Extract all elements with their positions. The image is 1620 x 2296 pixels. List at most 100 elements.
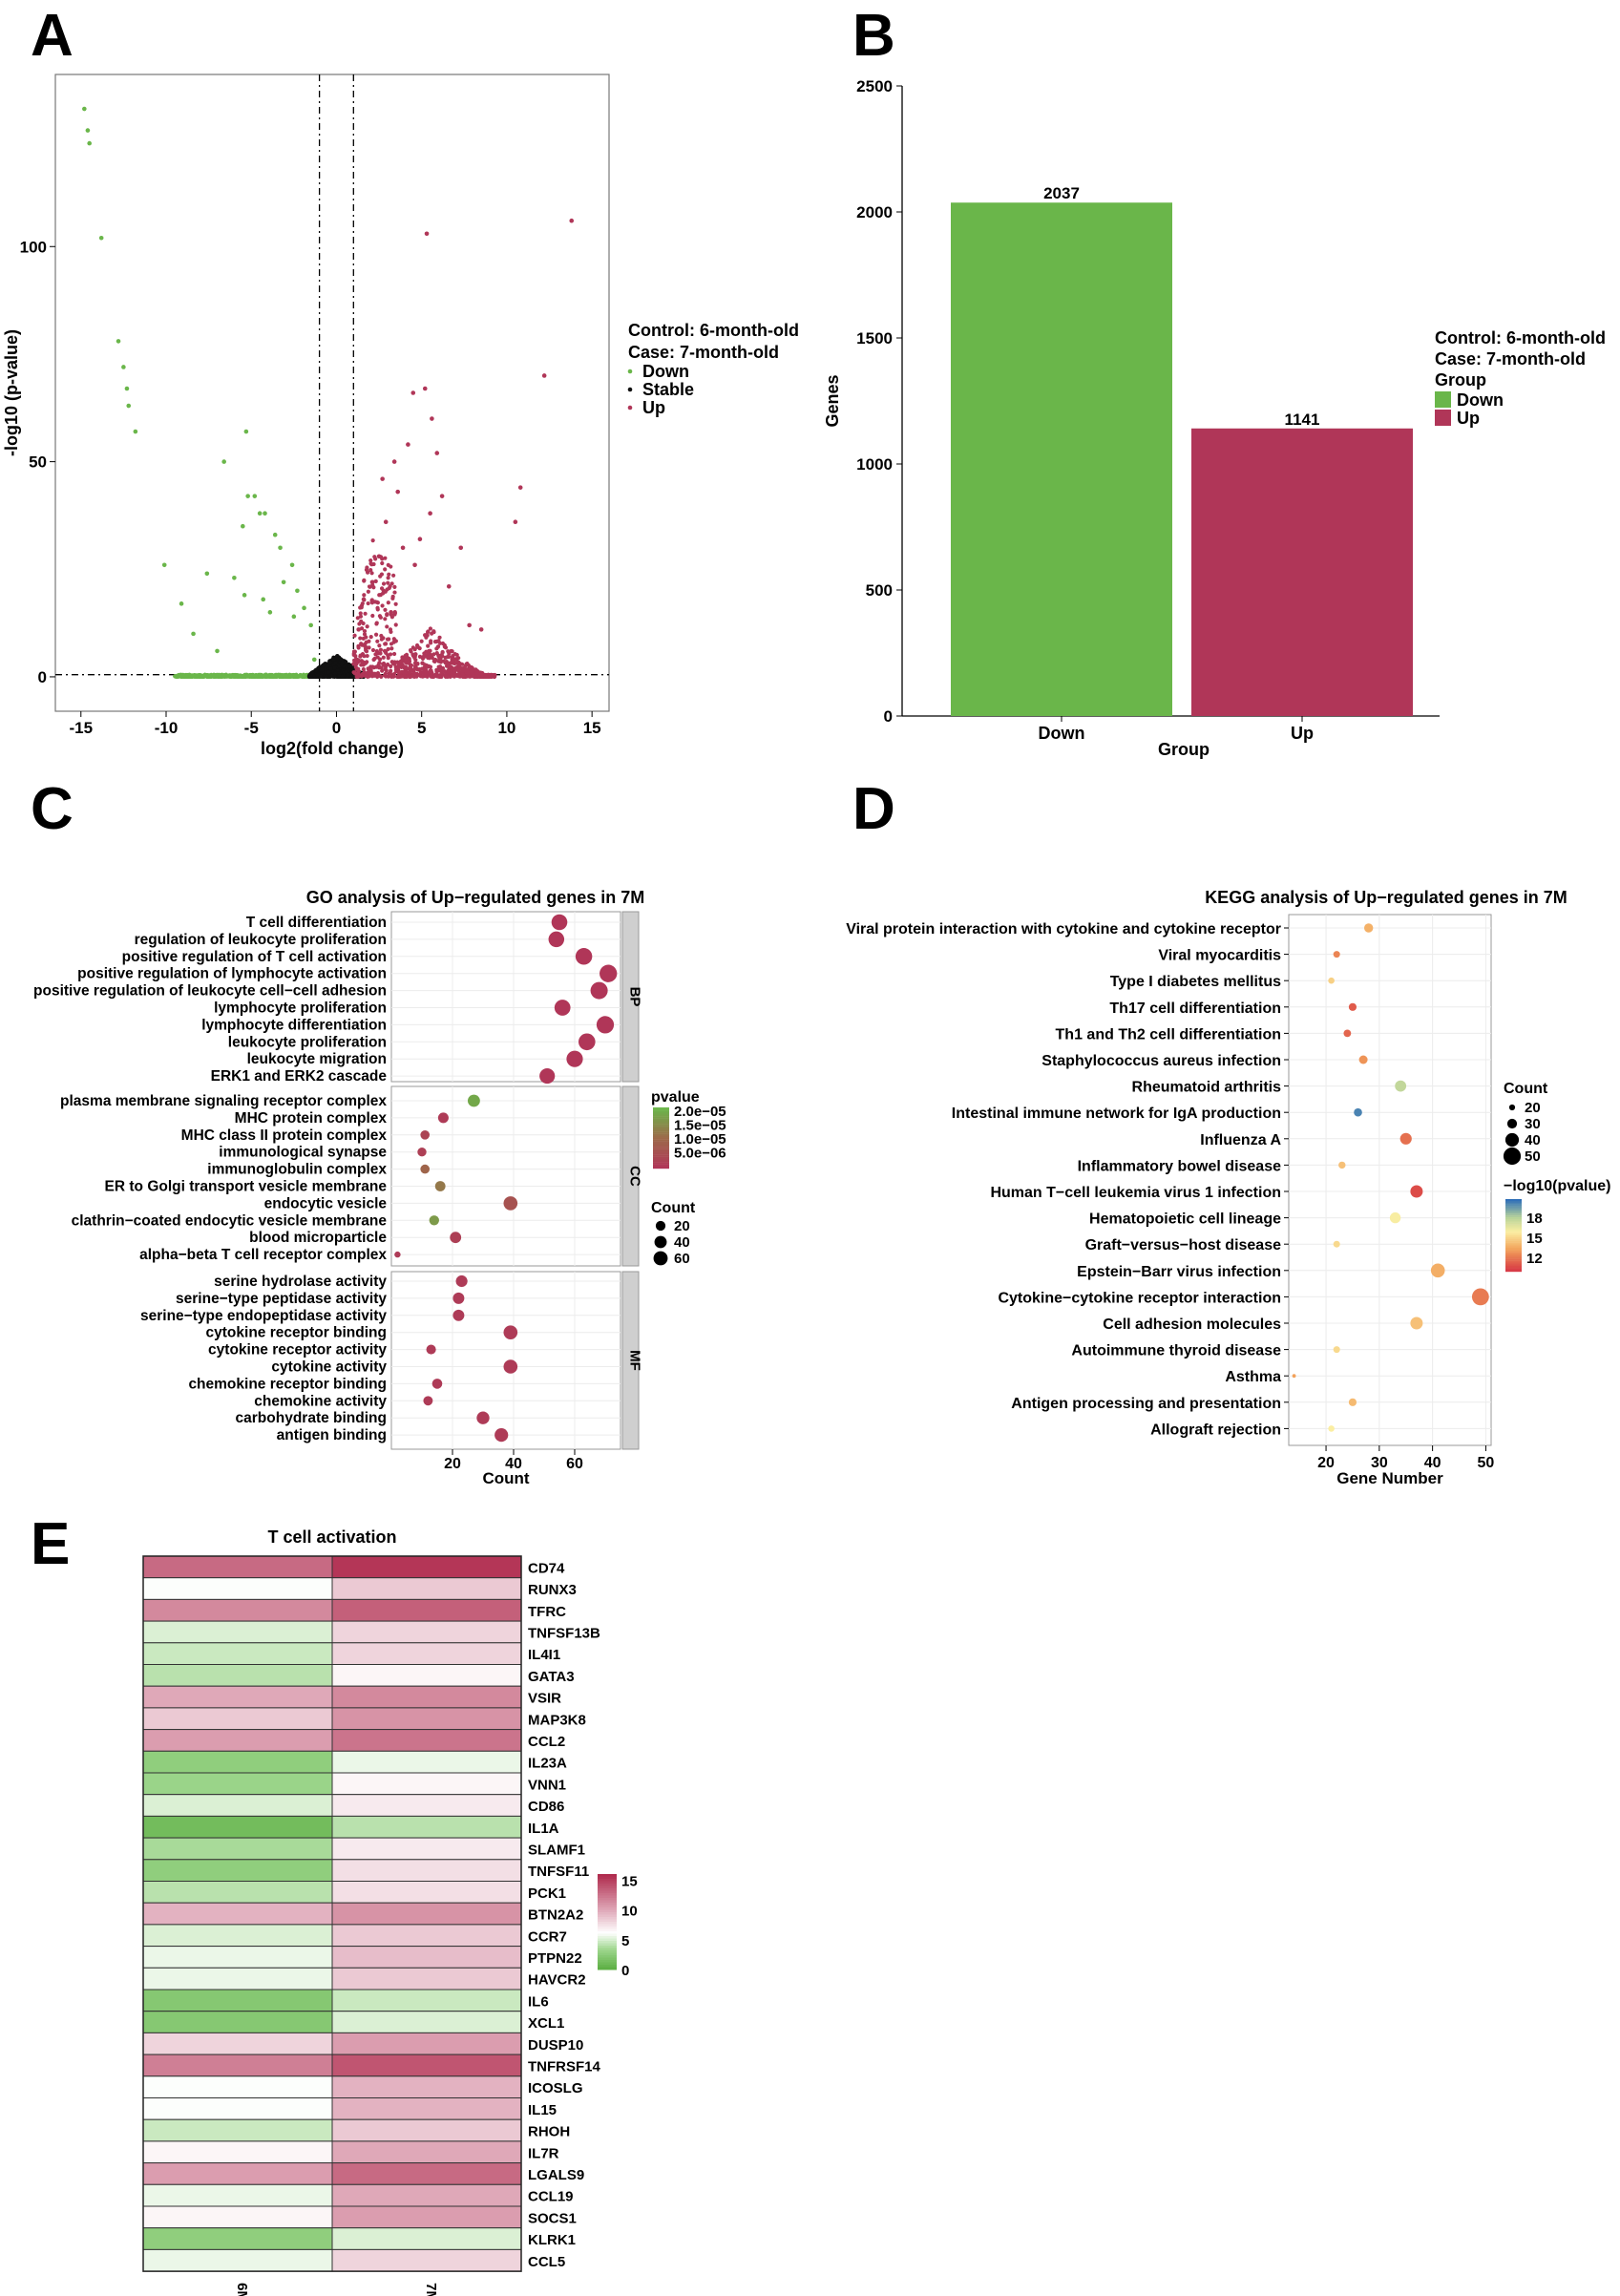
heatmap-cell [331, 1902, 522, 1926]
pvalue-colorbar-segment [653, 1164, 669, 1166]
volcano-point-up [365, 624, 369, 629]
volcano-point-down [272, 532, 278, 537]
panel-letter-b: B [852, 3, 895, 69]
x-tick-label: 30 [1371, 1455, 1388, 1471]
pvalue-colorbar-segment [653, 1130, 669, 1132]
volcano-point-down [217, 672, 221, 677]
volcano-point-up [362, 628, 368, 634]
volcano-point-down [308, 622, 313, 628]
volcano-point-up [517, 485, 523, 490]
volcano-point-up [388, 583, 392, 589]
volcano-point-up [352, 662, 357, 666]
volcano-point-down [204, 571, 210, 577]
go-term-label: endocytic vesicle [264, 1195, 388, 1211]
volcano-point-up [432, 673, 437, 679]
heatmap-cell [142, 2054, 333, 2077]
heatmap-colorbar-segment [598, 1893, 617, 1896]
pvalue-colorbar-segment [1505, 1199, 1522, 1202]
heatmap-cell [142, 1837, 333, 1861]
volcano-point-down [281, 579, 286, 585]
volcano-point-up [423, 654, 428, 659]
gene-label: CCL2 [528, 1734, 565, 1750]
kegg-term-label: Cytokine−cytokine receptor interaction [998, 1290, 1281, 1306]
volcano-point-up [364, 635, 368, 640]
heatmap-cell [331, 1859, 522, 1883]
heatmap-cell [142, 1772, 333, 1796]
go-term-dot [423, 1396, 433, 1406]
pvalue-colorbar-segment [1505, 1215, 1522, 1218]
count-legend-label: 20 [674, 1218, 690, 1234]
volcano-point-down [192, 673, 197, 678]
x-tick-label: 50 [1478, 1455, 1495, 1471]
heatmap-colorbar-segment [598, 1960, 617, 1963]
volcano-point-up [403, 655, 408, 660]
volcano-point-stable [309, 670, 315, 675]
volcano-point-up [419, 639, 424, 643]
gene-label: CCL5 [528, 2254, 565, 2270]
go-term-label: MHC class II protein complex [181, 1127, 388, 1144]
heatmap-cell [331, 1685, 522, 1709]
pvalue-colorbar-segment [653, 1126, 669, 1127]
go-term-label: antigen binding [277, 1427, 387, 1443]
volcano-point-up [386, 653, 390, 658]
pvalue-colorbar-segment [653, 1146, 669, 1148]
heatmap-legend-label: 0 [621, 1963, 629, 1979]
volcano-point-up [454, 652, 459, 658]
volcano-point-up [379, 637, 384, 642]
go-term-dot [452, 1292, 465, 1304]
panel-letter-e: E [31, 1511, 70, 1577]
pvalue-colorbar-segment [1505, 1211, 1522, 1214]
legend-swatch-up [1435, 410, 1451, 426]
volcano-point-up [370, 537, 375, 543]
gene-label: IL15 [528, 2102, 557, 2118]
chart-title: KEGG analysis of Up−regulated genes in 7… [1205, 888, 1567, 907]
legend-marker-stable [627, 387, 633, 392]
y-tick-label: 1000 [856, 455, 893, 474]
heatmap-colorbar-segment [598, 1957, 617, 1961]
pvalue-colorbar-segment [1505, 1230, 1522, 1232]
gene-label: LGALS9 [528, 2167, 584, 2183]
gene-label: IL7R [528, 2145, 559, 2161]
volcano-point-down [263, 672, 267, 677]
volcano-point-down [241, 523, 245, 529]
pvalue-colorbar-segment [1505, 1254, 1522, 1257]
volcano-point-up [383, 589, 388, 594]
volcano-point-up [417, 537, 423, 542]
volcano-point-down [270, 673, 275, 678]
heatmap-colorbar-segment [598, 1946, 617, 1948]
heatmap-cell [142, 1685, 333, 1709]
heatmap-cell [331, 2248, 522, 2272]
volcano-point-up [424, 673, 429, 679]
volcano-point-up [358, 614, 364, 619]
kegg-term-label: Viral myocarditis [1158, 948, 1281, 964]
pvalue-legend-label: 5.0e−06 [674, 1146, 726, 1162]
volcano-point-down [292, 673, 298, 678]
x-axis-title: Count [482, 1469, 529, 1487]
heatmap-cell [142, 2183, 333, 2207]
heatmap-cell [331, 2097, 522, 2120]
go-term-label: chemokine activity [254, 1393, 387, 1409]
volcano-point-up [422, 386, 428, 391]
heatmap-colorbar-segment [598, 1900, 617, 1904]
volcano-point-up [368, 635, 373, 640]
count-legend-label: 40 [674, 1234, 690, 1251]
volcano-point-up [356, 659, 361, 664]
gene-label: SOCS1 [528, 2210, 577, 2226]
volcano-point-stable [326, 670, 331, 675]
pvalue-colorbar-segment [653, 1111, 669, 1114]
t-cell-activation-heatmap: T cell activation CD74 RUNX3 TFRC TNFSF13B IL… [142, 1527, 638, 2296]
volcano-point-down [311, 657, 317, 663]
pvalue-colorbar-segment [653, 1113, 669, 1116]
heatmap-cell [331, 2140, 522, 2164]
heatmap-cell [331, 2011, 522, 2033]
volcano-point-up [367, 667, 371, 672]
go-term-dot [554, 1000, 571, 1016]
x-tick-label: Up [1291, 724, 1314, 743]
gene-label: DUSP10 [528, 2037, 583, 2054]
volcano-point-up [402, 670, 407, 676]
volcano-point-up [368, 568, 373, 573]
legend-title-case: Case: 7-month-old [1435, 349, 1586, 369]
volcano-point-up [437, 664, 443, 669]
bar-up [1191, 428, 1413, 716]
volcano-point-up [375, 605, 380, 610]
